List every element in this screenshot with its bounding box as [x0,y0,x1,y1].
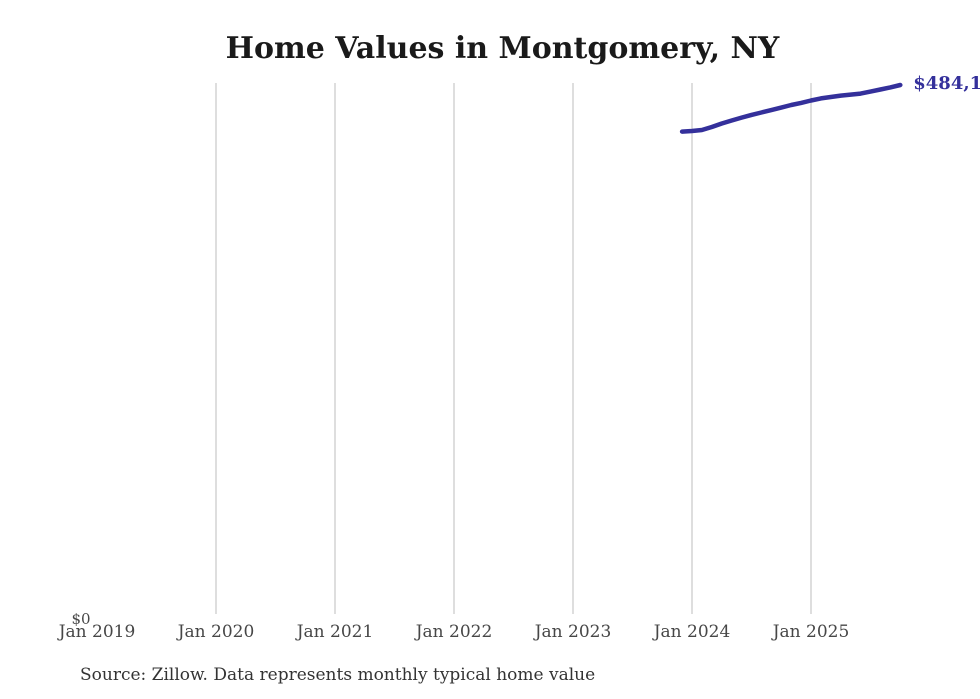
x-axis-label: Jan 2022 [415,622,493,642]
x-axis-label: Jan 2019 [58,622,136,642]
source-note: Source: Zillow. Data represents monthly … [80,665,596,685]
chart-title: Home Values in Montgomery, NY [225,31,780,66]
x-axis-label: Jan 2020 [177,622,255,642]
x-axis-label: Jan 2021 [296,622,374,642]
home-value-line [679,82,903,134]
x-axis-label: Jan 2023 [534,622,612,642]
latest-value-label: $484,188 [913,73,980,94]
x-axis-label: Jan 2025 [772,622,850,642]
gridlines-group [215,83,812,614]
y-axis-zero-label: $0 [71,610,91,628]
x-axis-label: Jan 2024 [653,622,731,642]
